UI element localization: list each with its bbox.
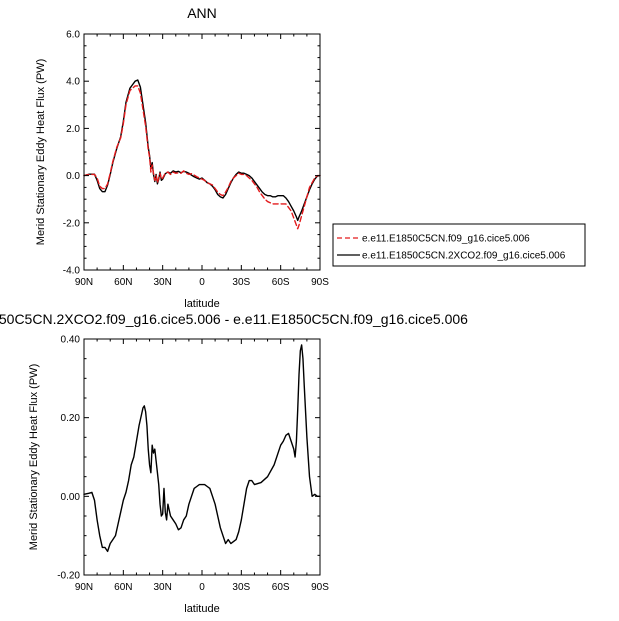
chart-top-plot-frame (83, 33, 321, 271)
chart-top-xtick-label: 90N (75, 277, 93, 288)
chart-bottom-title: e.e11.E1850C5CN.2XCO2.f09_g16.cice5.006 … (0, 311, 468, 327)
chart-top-ytick-label: 2.0 (66, 124, 80, 135)
chart-top-series-line-1 (83, 85, 321, 230)
legend-box (332, 223, 586, 267)
chart-bottom-ytick-label: -0.20 (57, 571, 80, 582)
chart-top-legend: e.e11.E1850C5CN.f09_g16.cice5.006 e.e11.… (332, 223, 586, 267)
chart-top-series-line-2 (83, 79, 321, 222)
chart-bottom-xlabel: latitude (184, 603, 219, 615)
chart-bottom-xtick-label: 60N (114, 582, 132, 593)
chart-bottom-xtick-label: 30S (232, 582, 250, 593)
chart-bottom-ylabel: Merid Stationary Eddy Heat Flux (PW) (28, 364, 40, 550)
chart-bottom-xtick-label: 90S (311, 582, 329, 593)
chart-top-ytick-label: 6.0 (66, 30, 80, 41)
legend-label-2xco2: e.e11.E1850C5CN.2XCO2.f09_g16.cice5.006 (362, 251, 566, 262)
chart-top-ytick-label: -2.0 (63, 218, 81, 229)
chart-top-ytick-label: 0.0 (66, 171, 80, 182)
chart-bottom-ytick-label: 0.20 (61, 413, 81, 424)
chart-bottom-xtick-label: 90N (75, 582, 93, 593)
chart-bottom-series-line-1 (83, 344, 321, 553)
chart-top-xtick-label: 90S (311, 277, 329, 288)
chart-bottom-ytick-label: 0.00 (61, 492, 81, 503)
chart-bottom-xtick-label: 0 (199, 582, 205, 593)
chart-bottom-ytick-label: 0.40 (61, 335, 81, 346)
chart-top-title: ANN (187, 5, 217, 21)
chart-bottom-xtick-label: 60S (272, 582, 290, 593)
chart-top: ANN 90N 60N 30N 0 30S 60S 90S -4.0 -2.0 0.0 2.0 4.0… (35, 5, 329, 310)
chart-top-ylabel: Merid Stationary Eddy Heat Flux (PW) (35, 59, 47, 245)
chart-top-xtick-label: 0 (199, 277, 205, 288)
chart-top-ytick-label: -4.0 (63, 266, 81, 277)
chart-top-xtick-label: 30S (232, 277, 250, 288)
chart-top-xtick-label: 60S (272, 277, 290, 288)
chart-top-xtick-label: 60N (114, 277, 132, 288)
chart-bottom-plot-frame (83, 338, 321, 576)
chart-top-ytick-label: 4.0 (66, 77, 80, 88)
chart-top-xtick-label: 30N (153, 277, 171, 288)
chart-top-xlabel: latitude (184, 298, 219, 310)
chart-bottom: e.e11.E1850C5CN.2XCO2.f09_g16.cice5.006 … (0, 311, 468, 615)
chart-bottom-xtick-label: 30N (153, 582, 171, 593)
legend-label-control: e.e11.E1850C5CN.f09_g16.cice5.006 (362, 234, 530, 245)
